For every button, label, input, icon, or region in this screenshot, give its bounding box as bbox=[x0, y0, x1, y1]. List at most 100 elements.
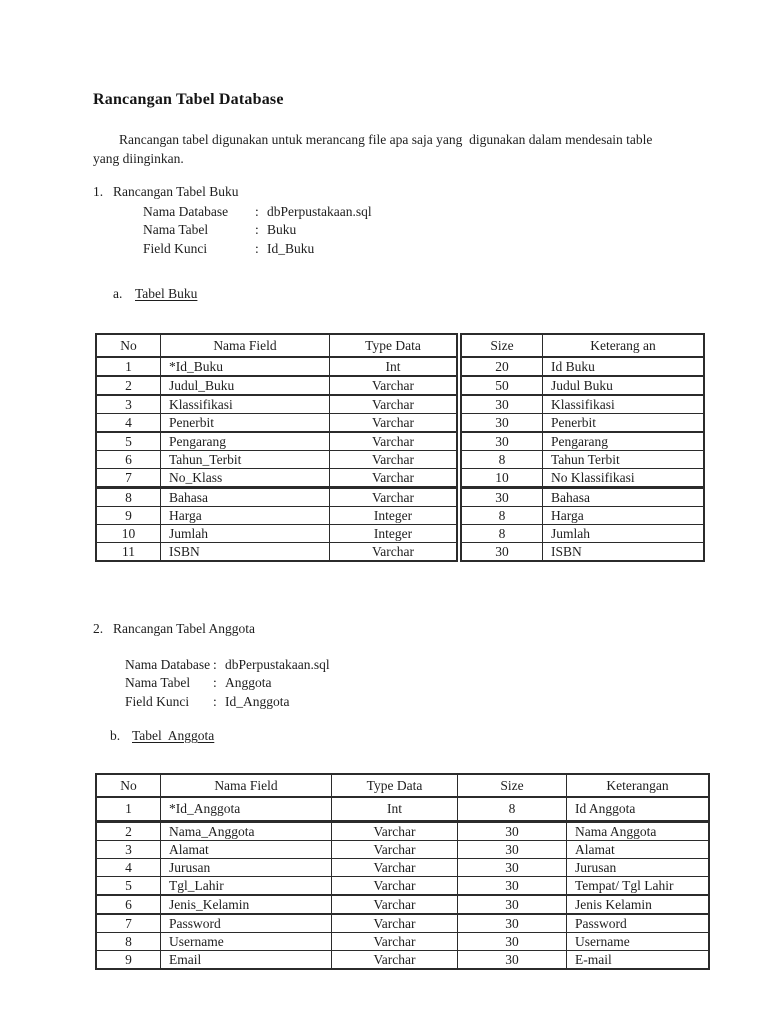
table-cell: 30 bbox=[458, 542, 543, 562]
section-heading-text: Rancangan Tabel Buku bbox=[113, 184, 239, 199]
table-cell: Varchar bbox=[331, 894, 458, 915]
section-heading-text: Rancangan Tabel Anggota bbox=[113, 621, 256, 636]
table-cell: Penerbit bbox=[542, 413, 705, 433]
table-cell: 3 bbox=[95, 840, 161, 859]
table-cell: Bahasa bbox=[542, 487, 705, 507]
column-header: Type Data bbox=[331, 773, 458, 798]
table-cell: Varchar bbox=[329, 468, 462, 489]
table-cell: Jenis_Kelamin bbox=[160, 894, 332, 915]
table-row: 1 *Id_Anggota Int 8 Id Anggota bbox=[95, 796, 710, 823]
table-cell: Judul_Buku bbox=[160, 375, 330, 396]
table-cell: 3 bbox=[95, 394, 161, 414]
table-cell: Tgl_Lahir bbox=[160, 876, 332, 896]
table-cell: 5 bbox=[95, 876, 161, 896]
table-cell: Klassifikasi bbox=[160, 394, 330, 414]
table-cell: Varchar bbox=[329, 413, 462, 433]
meta-row-tabel: Nama Tabel : Buku bbox=[143, 221, 372, 239]
table-cell: Harga bbox=[542, 506, 705, 525]
meta-separator: : bbox=[255, 240, 259, 256]
table-cell: Pengarang bbox=[160, 431, 330, 451]
column-header: No bbox=[95, 333, 161, 358]
table-cell: Varchar bbox=[331, 876, 458, 896]
table-cell: Username bbox=[566, 932, 710, 951]
header-row: No Nama Field Type Data Size Keterangan bbox=[95, 773, 710, 798]
table-cell: 7 bbox=[95, 468, 161, 489]
table-cell: 1 bbox=[95, 796, 161, 823]
table-cell: Varchar bbox=[329, 394, 462, 414]
meta-value: dbPerpustakaan.sql bbox=[267, 204, 372, 219]
table-cell: Tempat/ Tgl Lahir bbox=[566, 876, 710, 896]
meta-value: dbPerpustakaan.sql bbox=[225, 657, 330, 672]
column-header: Nama Field bbox=[160, 773, 332, 798]
table-cell: 4 bbox=[95, 858, 161, 877]
meta-separator: : bbox=[255, 222, 259, 238]
table-cell: Penerbit bbox=[160, 413, 330, 433]
table-cell: 2 bbox=[95, 375, 161, 396]
meta-label: Nama Tabel bbox=[143, 222, 209, 238]
table-cell: Harga bbox=[160, 506, 330, 525]
table-cell: 8 bbox=[95, 487, 161, 507]
table-cell: 8 bbox=[458, 450, 543, 469]
table-cell: 10 bbox=[458, 468, 543, 489]
table-cell: 30 bbox=[457, 858, 567, 877]
table-cell: Bahasa bbox=[160, 487, 330, 507]
table-cell: Varchar bbox=[331, 913, 458, 933]
table-cell: 30 bbox=[457, 913, 567, 933]
section-number: 2. bbox=[93, 621, 104, 636]
table-row: 5 Tgl_Lahir Varchar 30 Tempat/ Tgl Lahir bbox=[95, 876, 710, 896]
table-row: 6 Tahun_Terbit Varchar 8 Tahun Terbit bbox=[95, 450, 705, 469]
table-cell: 10 bbox=[95, 524, 161, 543]
table-row: 8 Bahasa Varchar 30 Bahasa bbox=[95, 487, 705, 507]
table-cell: 2 bbox=[95, 821, 161, 841]
table-cell: Jumlah bbox=[542, 524, 705, 543]
meta-label: Field Kunci bbox=[125, 693, 190, 709]
table-cell: 11 bbox=[95, 542, 161, 562]
table-cell: 30 bbox=[458, 394, 543, 414]
table-row: 4 Penerbit Varchar 30 Penerbit bbox=[95, 413, 705, 433]
table-row: 3 Klassifikasi Varchar 30 Klassifikasi bbox=[95, 394, 705, 414]
table-cell: Varchar bbox=[331, 950, 458, 970]
table-cell: Varchar bbox=[331, 821, 458, 841]
table-cell: Varchar bbox=[329, 375, 462, 396]
table-cell: Int bbox=[331, 796, 458, 823]
table-row: 9 Email Varchar 30 E-mail bbox=[95, 950, 710, 970]
table-cell: Tahun Terbit bbox=[542, 450, 705, 469]
table-cell: Password bbox=[566, 913, 710, 933]
column-header: Keterangan bbox=[566, 773, 710, 798]
table-row: 7 Password Varchar 30 Password bbox=[95, 913, 710, 933]
tabel-anggota: No Nama Field Type Data Size Keterangan 1 *Id_… bbox=[95, 773, 710, 970]
table-cell: 6 bbox=[95, 894, 161, 915]
table-cell: 5 bbox=[95, 431, 161, 451]
meta-row-tabel: Nama Tabel : Anggota bbox=[125, 674, 330, 692]
table-cell: Varchar bbox=[329, 487, 462, 507]
table-cell: Varchar bbox=[331, 840, 458, 859]
section-1-meta: Nama Database : dbPerpustakaan.sql Nama … bbox=[143, 203, 372, 258]
sub-title: Tabel Anggota bbox=[132, 728, 215, 743]
table-cell: 50 bbox=[458, 375, 543, 396]
column-header: Nama Field bbox=[160, 333, 330, 358]
meta-value: Anggota bbox=[225, 675, 272, 691]
table-cell: Email bbox=[160, 950, 332, 970]
table-cell: Alamat bbox=[160, 840, 332, 859]
table-cell: Nama_Anggota bbox=[160, 821, 332, 841]
table-cell: 30 bbox=[458, 431, 543, 451]
sub-title: Tabel Buku bbox=[135, 286, 198, 301]
meta-separator: : bbox=[255, 204, 259, 219]
table-cell: *Id_Buku bbox=[160, 356, 330, 377]
table-row: 2 Judul_Buku Varchar 50 Judul Buku bbox=[95, 375, 705, 396]
table-cell: Varchar bbox=[331, 932, 458, 951]
table-cell: Jenis Kelamin bbox=[566, 894, 710, 915]
table-cell: 8 bbox=[458, 506, 543, 525]
table-cell: 30 bbox=[458, 487, 543, 507]
meta-label: Nama Tabel bbox=[125, 675, 191, 691]
table-cell: No Klassifikasi bbox=[542, 468, 705, 489]
section-2-heading: 2. Rancangan Tabel Anggota bbox=[93, 621, 255, 637]
table-cell: ISBN bbox=[160, 542, 330, 562]
table-cell: Varchar bbox=[329, 450, 462, 469]
meta-value: Id_Buku bbox=[267, 240, 315, 256]
table-cell: Klassifikasi bbox=[542, 394, 705, 414]
section-1-heading: 1. Rancangan Tabel Buku bbox=[93, 184, 239, 200]
table-row: 6 Jenis_Kelamin Varchar 30 Jenis Kelamin bbox=[95, 894, 710, 915]
sub-heading-tabel-buku: a. Tabel Buku bbox=[113, 286, 197, 302]
